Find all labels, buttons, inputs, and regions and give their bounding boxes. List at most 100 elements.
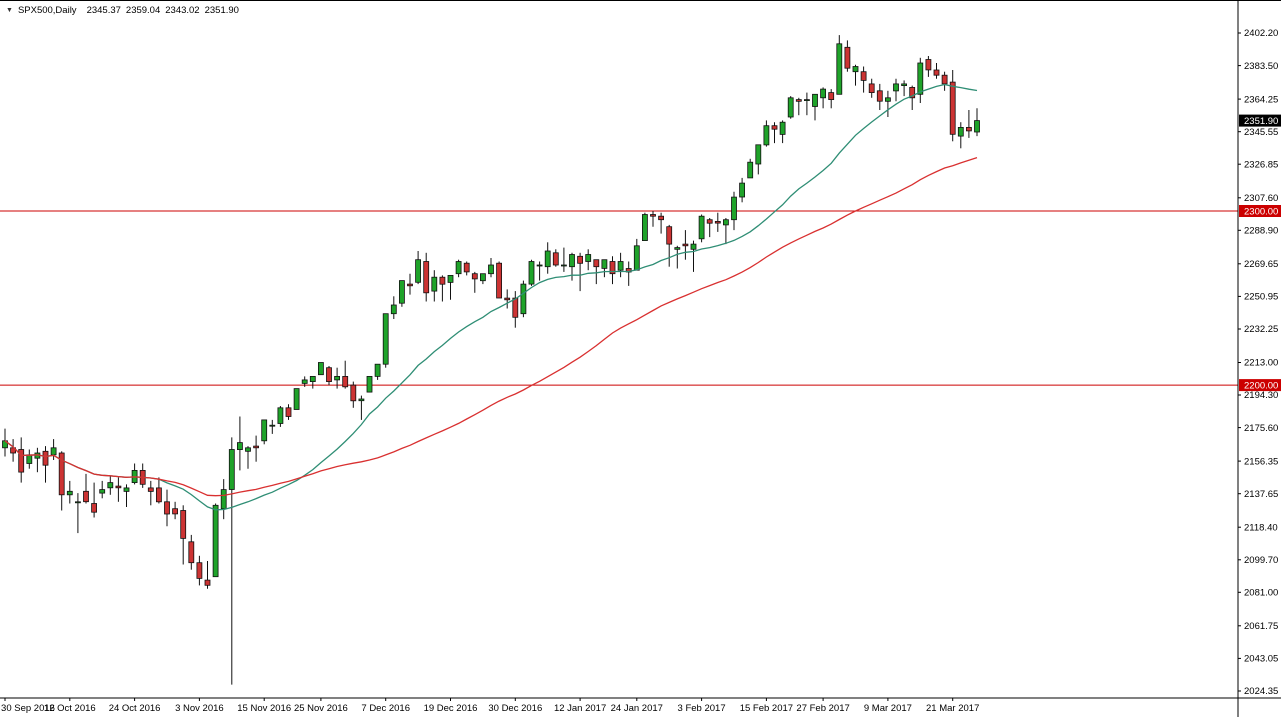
candle-down xyxy=(91,503,97,513)
candle-down xyxy=(407,283,413,287)
candle-up xyxy=(390,304,397,315)
current-price-tag xyxy=(1239,114,1281,127)
candle-down xyxy=(471,273,478,280)
candle-up xyxy=(739,182,745,198)
candle-down xyxy=(844,46,851,69)
price-tick-label: 2137.65 xyxy=(1244,489,1278,500)
candle-up xyxy=(123,487,130,492)
time-tick-label: 7 Dec 2016 xyxy=(361,703,410,714)
candle-down xyxy=(42,450,49,466)
time-tick-label: 12 Jan 2017 xyxy=(554,703,606,714)
candle-down xyxy=(966,127,972,132)
candle-down xyxy=(155,487,162,503)
candle-down xyxy=(196,562,203,579)
price-tick-label: 2402.20 xyxy=(1244,28,1278,39)
candle-down xyxy=(164,501,170,515)
candle-up xyxy=(787,97,794,118)
chart-legend: ▼ SPX500,Daily 2345.37 2359.04 2343.02 2… xyxy=(6,5,239,16)
time-tick-label: 30 Sep 2016 xyxy=(1,703,55,714)
candle-up xyxy=(642,214,648,242)
candle-down xyxy=(949,81,956,135)
moving-average-fast-line[interactable] xyxy=(4,83,978,511)
legend-high-value: 2359.04 xyxy=(125,5,161,16)
price-tick-label: 2383.50 xyxy=(1244,61,1278,72)
legend-close-value: 2351.90 xyxy=(204,5,239,16)
candle-up xyxy=(107,482,114,489)
candle-up xyxy=(674,247,681,250)
candle-up xyxy=(75,501,81,504)
candle-up xyxy=(212,504,219,578)
candle-down xyxy=(18,449,25,473)
candle-down xyxy=(463,262,470,273)
candle-down xyxy=(868,83,875,94)
time-tick-label: 3 Feb 2017 xyxy=(678,703,726,714)
candle-down xyxy=(909,87,916,99)
candle-up xyxy=(293,388,300,410)
candle-down xyxy=(58,452,65,496)
candle-down xyxy=(876,90,883,102)
price-tick-label: 2118.40 xyxy=(1244,522,1278,533)
candle-up xyxy=(520,283,527,315)
candle-up xyxy=(415,259,422,283)
candle-down xyxy=(593,259,600,268)
candle-up xyxy=(804,99,810,101)
candle-down xyxy=(609,261,616,275)
candle-down xyxy=(423,261,430,294)
candle-down xyxy=(666,226,673,245)
candle-up xyxy=(544,250,551,268)
price-axis-labels: 2402.20 2383.50 2364.25 2345.55 2326.85 2307.… xyxy=(1238,28,1278,697)
price-tick-label: 2307.60 xyxy=(1244,193,1278,204)
time-tick-label: 21 Mar 2017 xyxy=(926,703,979,714)
candle-up xyxy=(269,424,276,427)
candle-up xyxy=(852,66,859,73)
candle-up xyxy=(334,375,341,381)
time-tick-label: 27 Feb 2017 xyxy=(796,703,849,714)
candle-down xyxy=(253,445,260,449)
candle-up xyxy=(488,264,494,275)
price-tick-label: 2288.90 xyxy=(1244,226,1278,237)
candle-up xyxy=(455,261,462,275)
candle-up xyxy=(236,442,243,451)
candle-down xyxy=(925,59,932,71)
moving-average-slow-line[interactable] xyxy=(4,156,978,497)
price-tick-label: 2043.05 xyxy=(1244,654,1278,665)
candle-down xyxy=(172,508,179,515)
price-tick-label: 2175.60 xyxy=(1244,423,1278,434)
candle-up xyxy=(358,398,365,402)
candle-up xyxy=(536,264,543,267)
price-tick-label: 2099.70 xyxy=(1244,555,1278,566)
price-tick-label: 2232.25 xyxy=(1244,324,1278,335)
candle-up xyxy=(99,489,106,494)
candle-up xyxy=(836,43,843,95)
candle-up xyxy=(317,362,324,376)
candle-down xyxy=(504,297,511,301)
candle-up xyxy=(561,264,567,267)
candle-down xyxy=(650,214,656,217)
level-price-tag xyxy=(1239,205,1281,217)
candle-down xyxy=(706,219,713,224)
symbol-dropdown-icon[interactable]: ▼ xyxy=(6,7,13,14)
legend-open-value: 2345.37 xyxy=(86,5,121,16)
candle-up xyxy=(431,276,438,292)
time-tick-label: 30 Dec 2016 xyxy=(488,703,542,714)
time-tick-label: 15 Feb 2017 xyxy=(740,703,793,714)
legend-low-value: 2343.02 xyxy=(165,5,200,16)
candle-up xyxy=(447,274,454,283)
candle-up xyxy=(779,121,786,135)
candle-up xyxy=(277,407,284,424)
price-tick-label: 2156.35 xyxy=(1244,456,1278,467)
candle-down xyxy=(180,510,187,539)
time-tick-label: 25 Nov 2016 xyxy=(294,703,348,714)
time-tick-label: 24 Jan 2017 xyxy=(611,703,663,714)
price-tick-label: 2024.35 xyxy=(1244,686,1278,697)
candle-down xyxy=(658,215,664,221)
candle-down xyxy=(496,262,503,299)
candle-down xyxy=(439,276,446,285)
time-tick-label: 15 Nov 2016 xyxy=(237,703,291,714)
symbol-timeframe-label: SPX500,Daily xyxy=(17,5,77,16)
candle-up xyxy=(755,144,762,165)
price-tick-label: 2345.55 xyxy=(1244,127,1278,138)
candle-down xyxy=(933,69,940,76)
candle-down xyxy=(204,579,211,586)
